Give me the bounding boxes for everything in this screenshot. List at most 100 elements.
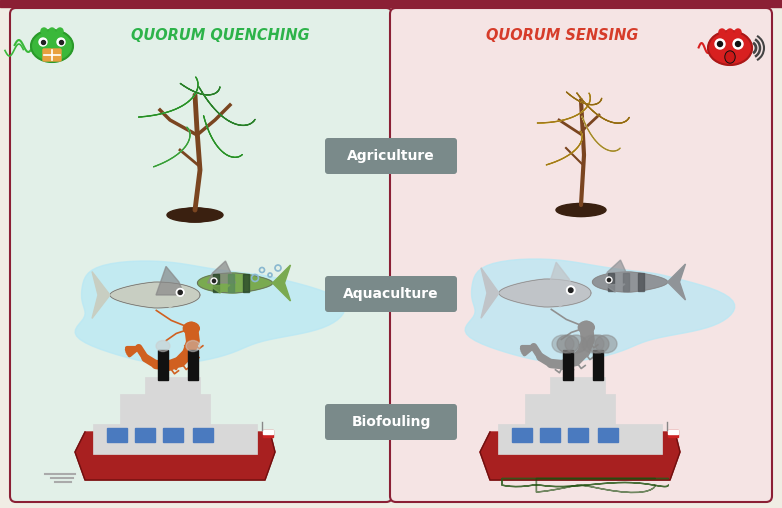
Ellipse shape <box>726 52 734 62</box>
Polygon shape <box>546 262 574 293</box>
Circle shape <box>567 286 575 295</box>
Polygon shape <box>537 93 590 123</box>
Polygon shape <box>480 432 680 480</box>
Polygon shape <box>582 116 620 151</box>
Polygon shape <box>566 92 601 105</box>
Circle shape <box>57 38 65 46</box>
Polygon shape <box>272 265 290 301</box>
FancyBboxPatch shape <box>10 8 392 502</box>
Polygon shape <box>75 432 275 480</box>
Ellipse shape <box>565 335 587 353</box>
FancyBboxPatch shape <box>325 404 457 440</box>
Ellipse shape <box>173 208 217 222</box>
Bar <box>120 394 210 426</box>
Bar <box>158 350 168 380</box>
Polygon shape <box>75 261 345 364</box>
Ellipse shape <box>725 51 735 63</box>
Polygon shape <box>153 127 190 167</box>
Circle shape <box>57 28 63 34</box>
Ellipse shape <box>557 335 579 353</box>
Text: QUORUM QUENCHING: QUORUM QUENCHING <box>131 28 310 44</box>
Polygon shape <box>180 83 220 95</box>
Polygon shape <box>110 282 200 308</box>
Polygon shape <box>605 284 625 292</box>
Bar <box>568 428 588 442</box>
Circle shape <box>213 279 216 282</box>
Bar <box>0 0 782 7</box>
Polygon shape <box>550 295 570 307</box>
Ellipse shape <box>708 31 752 65</box>
Polygon shape <box>160 297 180 308</box>
Bar <box>540 428 560 442</box>
Ellipse shape <box>186 340 200 352</box>
Ellipse shape <box>587 335 609 353</box>
Polygon shape <box>546 131 582 165</box>
Bar <box>563 350 573 380</box>
Circle shape <box>41 41 45 45</box>
Ellipse shape <box>556 204 606 216</box>
Bar <box>550 377 605 397</box>
Bar <box>243 274 249 292</box>
Bar <box>213 274 219 292</box>
Polygon shape <box>577 93 630 123</box>
Circle shape <box>736 42 741 47</box>
Polygon shape <box>92 272 110 319</box>
Circle shape <box>608 278 611 281</box>
Circle shape <box>569 288 573 293</box>
Bar <box>93 424 257 454</box>
Polygon shape <box>210 285 230 293</box>
Ellipse shape <box>156 340 170 352</box>
Bar <box>228 274 235 292</box>
Bar <box>188 350 198 380</box>
Ellipse shape <box>167 208 223 222</box>
Circle shape <box>715 39 725 49</box>
FancyBboxPatch shape <box>390 8 772 502</box>
Polygon shape <box>203 116 242 157</box>
Bar <box>668 430 678 437</box>
Circle shape <box>176 289 184 296</box>
Circle shape <box>733 39 743 49</box>
Polygon shape <box>465 259 734 362</box>
Bar <box>163 428 183 442</box>
Bar <box>263 430 273 433</box>
Circle shape <box>719 29 725 35</box>
Circle shape <box>718 42 723 47</box>
Polygon shape <box>156 266 184 295</box>
Polygon shape <box>199 87 255 125</box>
Circle shape <box>211 278 217 284</box>
Bar <box>145 377 200 397</box>
FancyBboxPatch shape <box>325 276 457 312</box>
Text: QUORUM SENSING: QUORUM SENSING <box>486 28 638 44</box>
Circle shape <box>49 28 55 34</box>
Ellipse shape <box>183 323 199 334</box>
Text: Aquaculture: Aquaculture <box>343 287 439 301</box>
Polygon shape <box>198 273 272 293</box>
Polygon shape <box>668 264 686 300</box>
Ellipse shape <box>552 335 574 353</box>
Polygon shape <box>481 268 499 318</box>
Ellipse shape <box>561 204 601 216</box>
Text: Agriculture: Agriculture <box>347 149 435 163</box>
Bar <box>193 428 213 442</box>
Bar <box>135 428 155 442</box>
Bar <box>608 273 614 291</box>
Ellipse shape <box>31 30 73 62</box>
Polygon shape <box>207 261 235 283</box>
Bar <box>498 424 662 454</box>
Bar <box>598 428 618 442</box>
Circle shape <box>59 41 63 45</box>
Circle shape <box>735 29 741 35</box>
FancyBboxPatch shape <box>325 138 457 174</box>
Circle shape <box>178 290 182 295</box>
Bar <box>263 430 273 437</box>
Ellipse shape <box>595 335 617 353</box>
Bar <box>525 394 615 426</box>
Polygon shape <box>499 279 591 307</box>
Circle shape <box>39 38 47 46</box>
Polygon shape <box>138 77 198 117</box>
Polygon shape <box>593 272 668 292</box>
Circle shape <box>727 29 733 35</box>
Polygon shape <box>602 260 630 282</box>
Ellipse shape <box>177 208 213 222</box>
FancyBboxPatch shape <box>43 49 61 61</box>
